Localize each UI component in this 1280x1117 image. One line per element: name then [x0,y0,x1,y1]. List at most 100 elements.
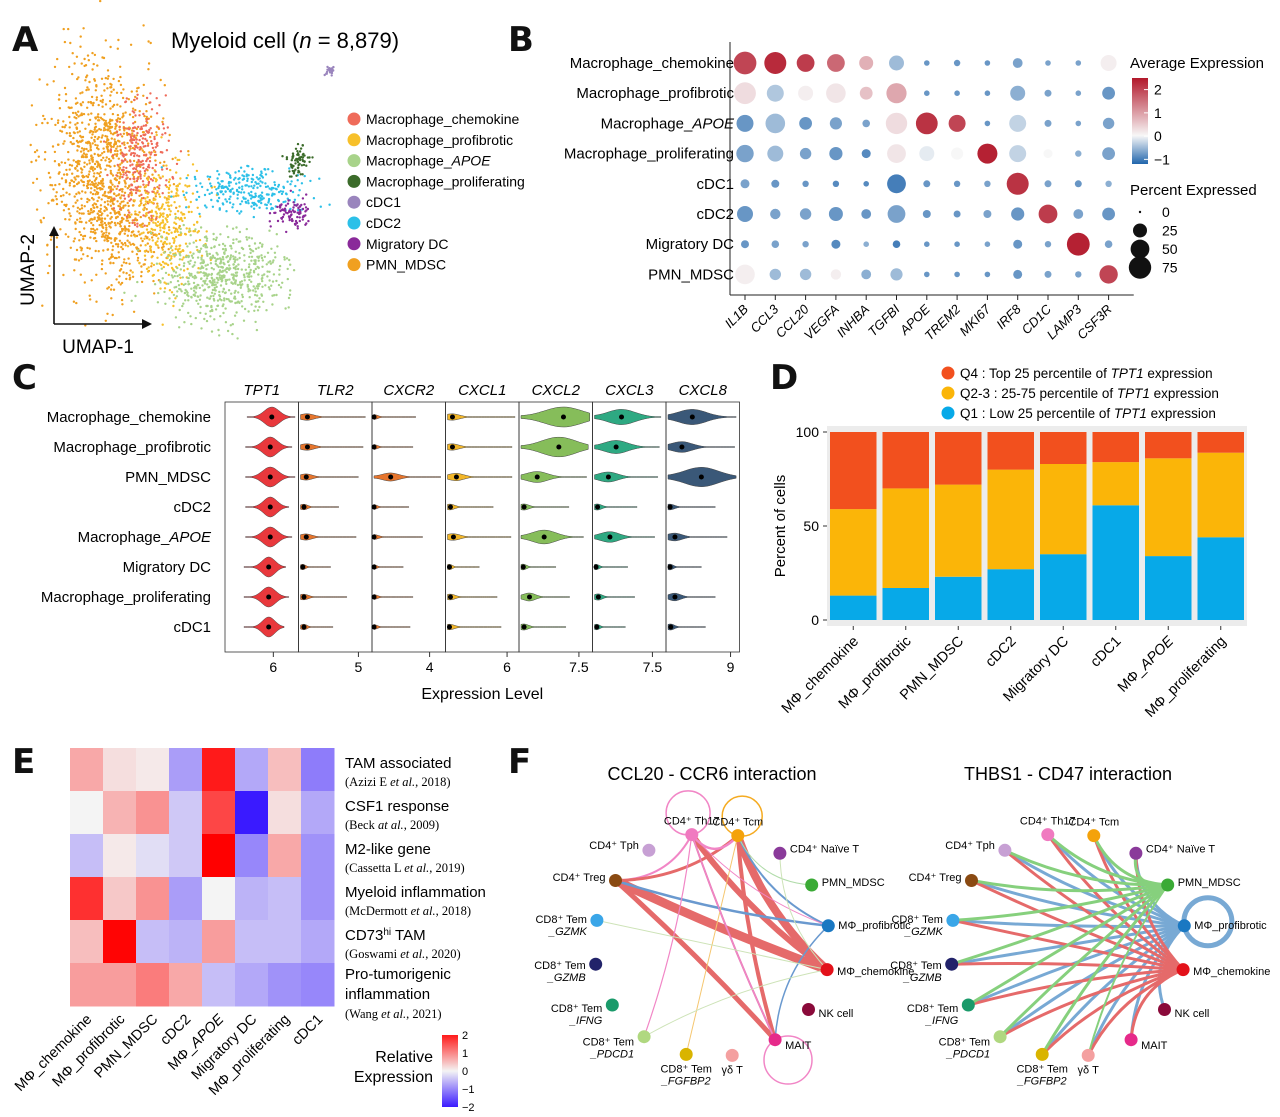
dot [799,117,812,130]
network-node-label: γδ T [721,1064,743,1076]
network-node-label: CD8⁺ Tem [891,914,942,926]
violin [594,623,626,631]
network-node [642,843,656,857]
color-tick-label: −1 [1154,151,1170,167]
violin-median [667,564,673,570]
network-node [802,1003,815,1016]
violin-median [679,444,685,450]
violin-facet [592,401,667,653]
dot [885,112,908,135]
violin-median [267,444,273,450]
bar-segment [1145,432,1192,459]
violin-median [371,504,377,510]
dot [1102,207,1115,221]
dot [954,90,960,96]
panel-label-b: B [508,20,534,60]
violin-facet [665,401,740,653]
network-title: CCL20 - CCR6 interaction [607,764,816,784]
heatmap-cell [70,834,104,878]
violin-tick-label: 6 [503,659,511,675]
violin-median [300,564,306,570]
network-node [773,846,787,860]
network-node-label: _IFNG [569,1015,603,1027]
network-edge [1040,924,1186,1056]
heatmap-cell [235,791,269,835]
size-legend-title: Percent Expressed [1130,182,1257,199]
dot [915,112,938,135]
umap-ylabel: UMAP-2 [18,234,39,306]
legend-swatch [347,112,361,126]
dot [736,144,754,163]
panel-label-a: A [12,20,39,60]
network-node [768,1033,782,1047]
dot [1074,180,1082,188]
gene-tick-label: IL1B [722,301,752,331]
dot [887,205,906,223]
dot [892,240,901,248]
violin-median [446,624,452,630]
violin-median [303,534,309,540]
violin-xlabel: Expression Level [421,686,543,703]
dot [951,147,964,160]
violin-gene-title: TLR2 [317,382,354,399]
dot [771,179,780,188]
heatmap-cell [169,877,203,921]
violin-tick-label: 6 [269,659,277,675]
dot [924,241,930,247]
network-node [725,1048,739,1062]
dotplot-row-label: PMN_MDSC [648,266,734,283]
violin-median [266,594,272,600]
violin-facet [445,401,520,653]
violin-median [304,414,310,420]
umap-cluster [323,65,335,77]
bar-segment [882,588,929,620]
legend-item: Macrophage_proliferating [366,173,525,189]
heatmap-cell [202,920,236,964]
violin [300,593,348,601]
network-node-label: NK cell [819,1008,854,1020]
legend-swatch [347,133,361,147]
heatmap-cell [268,791,302,835]
violin-median [449,444,455,450]
network-node [820,963,834,977]
violin [520,406,590,428]
dot [1075,60,1082,66]
violin-tick-label: 5 [355,659,363,675]
network-edge [998,968,1185,1039]
violin [373,594,414,600]
network-edge [613,878,778,1043]
network-title: THBS1 - CD47 interaction [964,764,1172,784]
umap-xlabel: UMAP-1 [62,337,134,358]
network-node [605,998,619,1012]
heatmap-row-ref: (Beck at al., 2009) [345,818,439,832]
heatmap-cell [103,834,137,878]
bar-legend-swatch [941,366,955,380]
network-node [1087,829,1101,843]
heatmap-cell [136,791,170,835]
violin [300,503,339,511]
dot [1011,207,1025,221]
network-edge [1003,848,1186,928]
dot [1075,120,1082,127]
dot [1044,180,1052,188]
violin [520,623,567,631]
dot [831,239,841,249]
legend-item: cDC1 [366,194,401,210]
size-legend-dot [1138,210,1142,214]
heatmap-color-title: Expression [354,1069,433,1086]
legend-swatch [347,258,361,272]
bar-segment [830,432,877,510]
dot [1075,90,1082,96]
dotplot-row-label: Migratory DC [646,236,735,253]
umap-cluster [54,133,181,322]
heatmap-cell [235,877,269,921]
dot [741,240,749,249]
heatmap-cell [169,791,203,835]
network-edge [998,883,1170,1039]
network-node-label: CD8⁺ Tem [534,960,585,972]
network-node-label: CD8⁺ Tem [551,1003,602,1015]
violin-median [698,474,704,480]
network-node-label: CD4⁺ Naïve T [790,843,859,855]
heatmap-cell [268,834,302,878]
network-node-label: _PDCD1 [946,1049,990,1061]
